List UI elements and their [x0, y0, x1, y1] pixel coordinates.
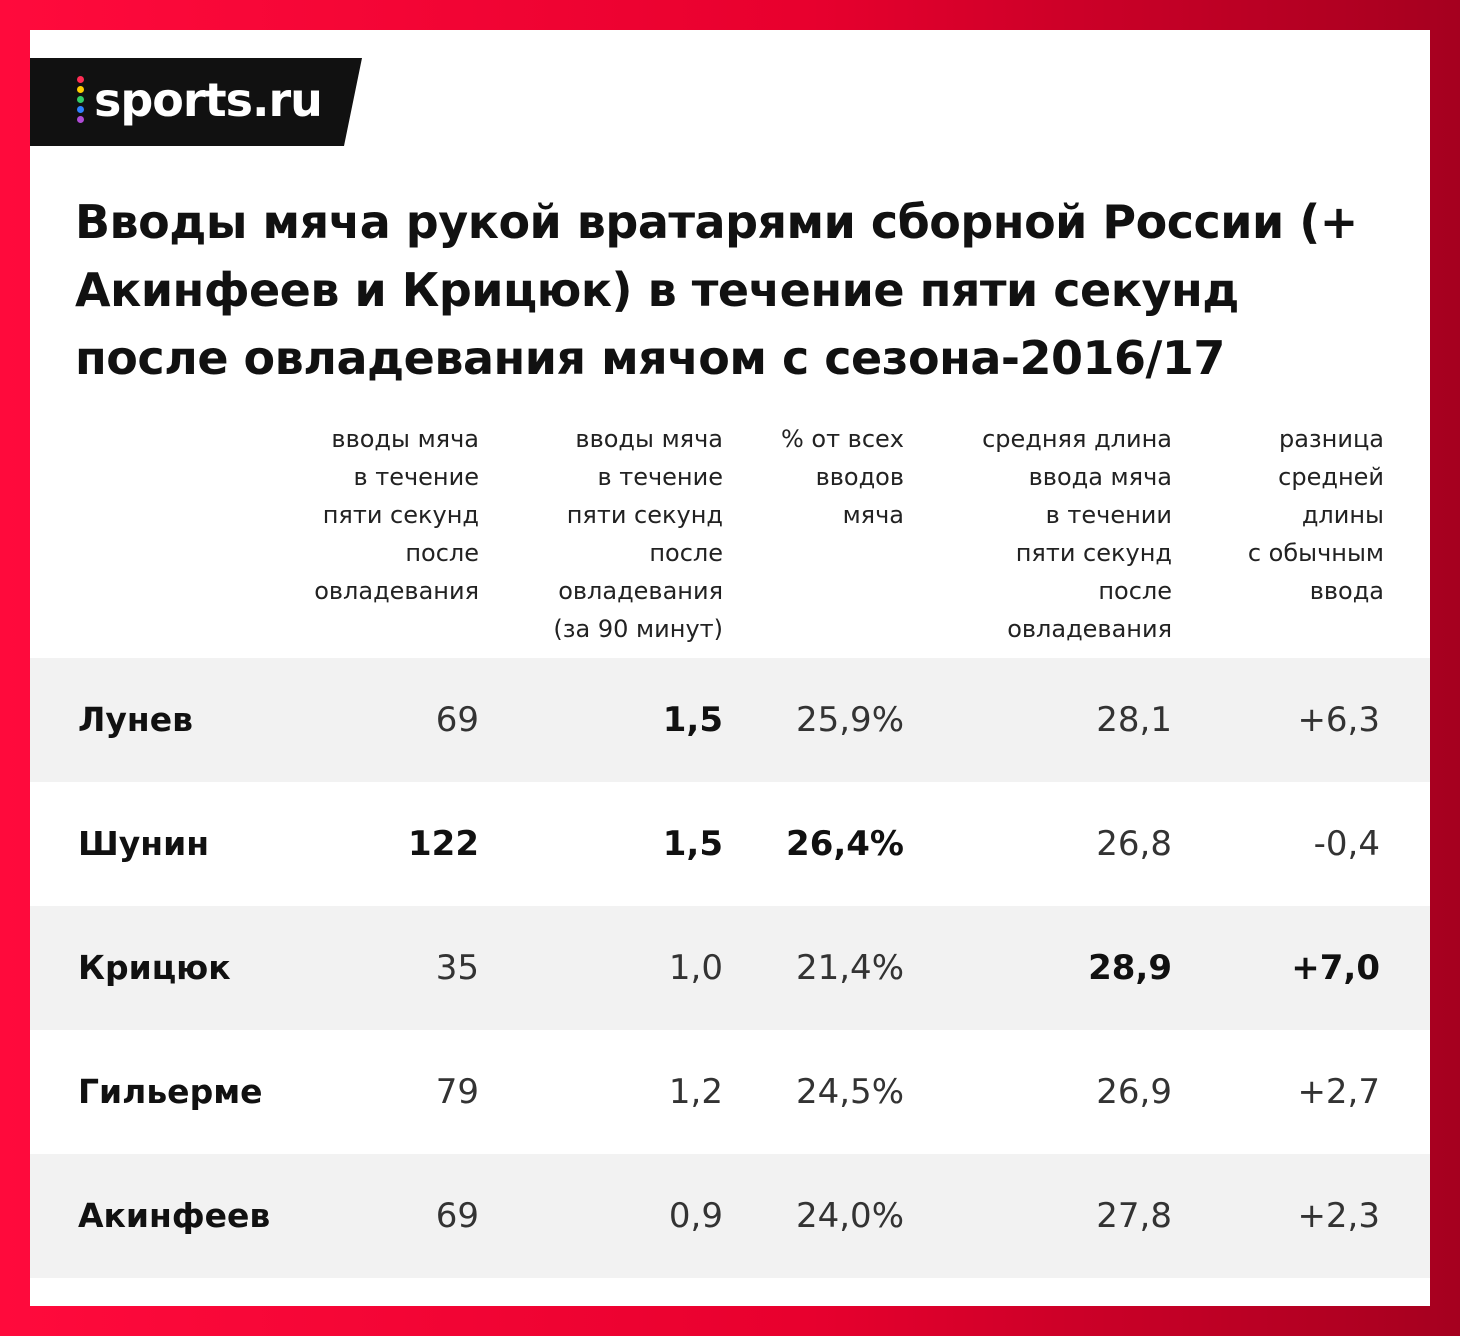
table-row: Гильерме 79 1,2 24,5% 26,9 +2,7 [30, 1030, 1430, 1154]
cell-percent: 26,4% [786, 824, 904, 864]
cell-inputs-per-90: 1,0 [668, 948, 723, 988]
player-name: Крицюк [78, 948, 231, 987]
cell-avg-length: 26,9 [1096, 1072, 1172, 1112]
cell-percent: 24,0% [795, 1196, 904, 1236]
cell-percent: 24,5% [795, 1072, 904, 1112]
cell-length-diff: +7,0 [1291, 948, 1380, 988]
logo-dot [77, 106, 84, 113]
table-row: Шунин 122 1,5 26,4% 26,8 -0,4 [30, 782, 1430, 906]
column-header-avg-length: средняя длина ввода мяча в течении пяти … [982, 425, 1172, 643]
cell-inputs-per-90: 1,5 [662, 824, 723, 864]
chart-title: Вводы мяча рукой вратарями сборной Росси… [75, 195, 1358, 385]
logo-dots [77, 76, 85, 132]
cell-avg-length: 28,9 [1088, 948, 1172, 988]
infographic-card: sports.ru Вводы мяча рукой вратарями сбо… [30, 30, 1430, 1306]
cell-inputs: 122 [408, 824, 479, 864]
cell-avg-length: 28,1 [1096, 700, 1172, 740]
cell-inputs: 69 [435, 1196, 479, 1236]
cell-inputs-per-90: 1,5 [662, 700, 723, 740]
column-header-inputs: вводы мяча в течение пяти секунд после о… [314, 425, 479, 605]
logo-dot [77, 86, 84, 93]
cell-percent: 21,4% [795, 948, 904, 988]
cell-length-diff: -0,4 [1313, 824, 1380, 864]
sports-ru-logo: sports.ru [30, 58, 362, 146]
logo-text: sports.ru [94, 73, 323, 127]
table-row: Лунев 69 1,5 25,9% 28,1 +6,3 [30, 658, 1430, 782]
cell-avg-length: 27,8 [1096, 1196, 1172, 1236]
column-header-length-diff: разница средней длины с обычным ввода [1247, 425, 1384, 605]
cell-inputs-per-90: 0,9 [668, 1196, 723, 1236]
table-row: Крицюк 35 1,0 21,4% 28,9 +7,0 [30, 906, 1430, 1030]
cell-avg-length: 26,8 [1096, 824, 1172, 864]
logo-dot [77, 96, 84, 103]
player-name: Акинфеев [78, 1196, 271, 1235]
logo-dot [77, 76, 84, 83]
cell-inputs: 69 [435, 700, 479, 740]
logo-background [30, 58, 362, 146]
cell-inputs: 79 [435, 1072, 479, 1112]
cell-percent: 25,9% [795, 700, 904, 740]
player-name: Гильерме [78, 1072, 263, 1111]
column-header-inputs-per-90: вводы мяча в течение пяти секунд после о… [553, 425, 723, 643]
logo-dot [77, 116, 84, 123]
player-name: Лунев [78, 700, 193, 739]
player-name: Шунин [78, 824, 210, 863]
cell-length-diff: +6,3 [1297, 700, 1380, 740]
cell-length-diff: +2,7 [1297, 1072, 1380, 1112]
cell-inputs-per-90: 1,2 [668, 1072, 723, 1112]
cell-length-diff: +2,3 [1297, 1196, 1380, 1236]
cell-inputs: 35 [435, 948, 479, 988]
table-row: Акинфеев 69 0,9 24,0% 27,8 +2,3 [30, 1154, 1430, 1278]
column-header-percent: % от всех вводов мяча [780, 425, 904, 529]
